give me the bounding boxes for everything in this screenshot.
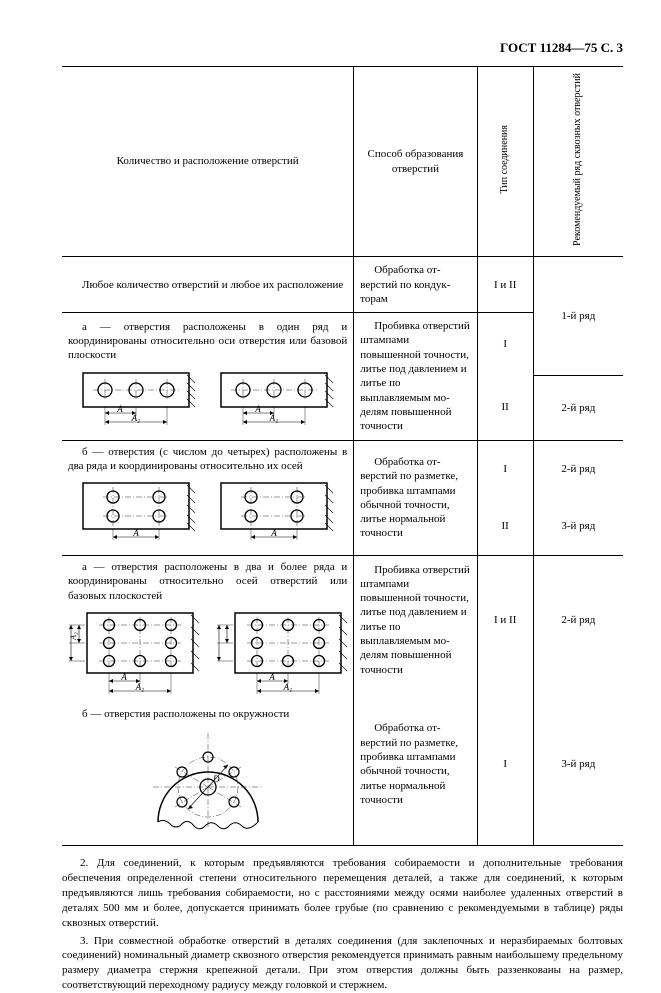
th-col2: Способ образования отверстий [354,67,477,257]
r4-plate1-svg: A₂ A A₁ [69,609,199,701]
th-col1: Количество и расположение отверстий [62,67,354,257]
th-col3: Тип соединения [477,67,533,257]
r4-type-b: I [477,683,533,846]
svg-text:A₁: A₁ [134,682,144,692]
r4-drawing-a: A₂ A A₁ [68,609,347,701]
svg-text:A: A [116,404,123,414]
note-2: 2. Для соединений, к которым предъявляют… [62,856,623,930]
r4-label-a: а — отверстия расположены в два и более … [68,560,347,603]
notes: 2. Для соединений, к которым предъявляют… [62,856,623,993]
r3-plate2-svg: A [217,479,337,547]
r3-type-a: I [477,440,533,498]
r2-rec-a: 1-й ряд [533,257,623,376]
r2-type-a: I [477,313,533,376]
r4-cell: а — отверстия расположены в два и более … [62,556,354,846]
r3-cell: б — отверстия (с числом до четырех) расп… [62,440,354,556]
r4-drawing-b: D [68,727,347,837]
svg-text:A₁: A₁ [268,413,278,423]
svg-text:A₁: A₁ [282,682,292,692]
svg-text:A₁: A₁ [130,413,140,423]
r4-method-b: Обработка от­верстий по размет­ке, проби… [354,683,477,846]
r1-text: Любое количество отверстий и любое их ра… [62,257,354,313]
r4-type-a: I и II [477,556,533,684]
r4-flange-svg: D [143,727,273,837]
r2-drawing: A A₁ [68,369,347,429]
r4-rec-a: 2-й ряд [533,556,623,684]
page-title: ГОСТ 11284—75 С. 3 [62,40,623,56]
r1-type: I и II [477,257,533,313]
r2-rec-b: 2-й ряд [533,376,623,440]
r4-rec-b: 3-й ряд [533,683,623,846]
r3-type-b: II [477,498,533,556]
r2-plate2-svg: A A₁ [217,369,337,429]
svg-text:A: A [254,404,261,414]
svg-text:A: A [270,528,277,538]
r3-rec-b: 3-й ряд [533,498,623,556]
svg-text:D: D [212,774,220,784]
r2-method: Пробивка от­верстий штампами повышенной … [354,313,477,440]
th-col4: Рекомендуе­мый ряд сквозных отверстий [533,67,623,257]
svg-text:A₂: A₂ [69,632,78,641]
r2-label: а — отверстия расположены в один ряд и к… [68,320,347,363]
main-table: Количество и расположение отверстий Спос… [62,66,623,846]
r4-label-b: б — отверстия расположены по окружности [68,707,347,721]
r3-plate1-svg: A [79,479,199,547]
r4-plate2-svg: A A₁ [217,609,347,701]
r2-plate1-svg: A A₁ [79,369,199,429]
r2-cell: а — отверстия расположены в один ряд и к… [62,313,354,440]
note-3: 3. При совместной обработке отверстий в … [62,934,623,993]
svg-text:A: A [120,672,127,682]
r3-drawing: A [68,479,347,547]
r3-method: Обработка от­верстий по размет­ке, проби… [354,440,477,556]
r3-rec-a: 2-й ряд [533,440,623,498]
r3-label: б — отверстия (с числом до четырех) расп… [68,445,347,474]
svg-text:A: A [268,672,275,682]
r2-type-b: II [477,376,533,440]
r4-method-a: Пробивка от­верстий штампами повышенной … [354,556,477,684]
svg-text:A: A [132,528,139,538]
r1-method: Обработка от­верстий по кондук­торам [354,257,477,313]
